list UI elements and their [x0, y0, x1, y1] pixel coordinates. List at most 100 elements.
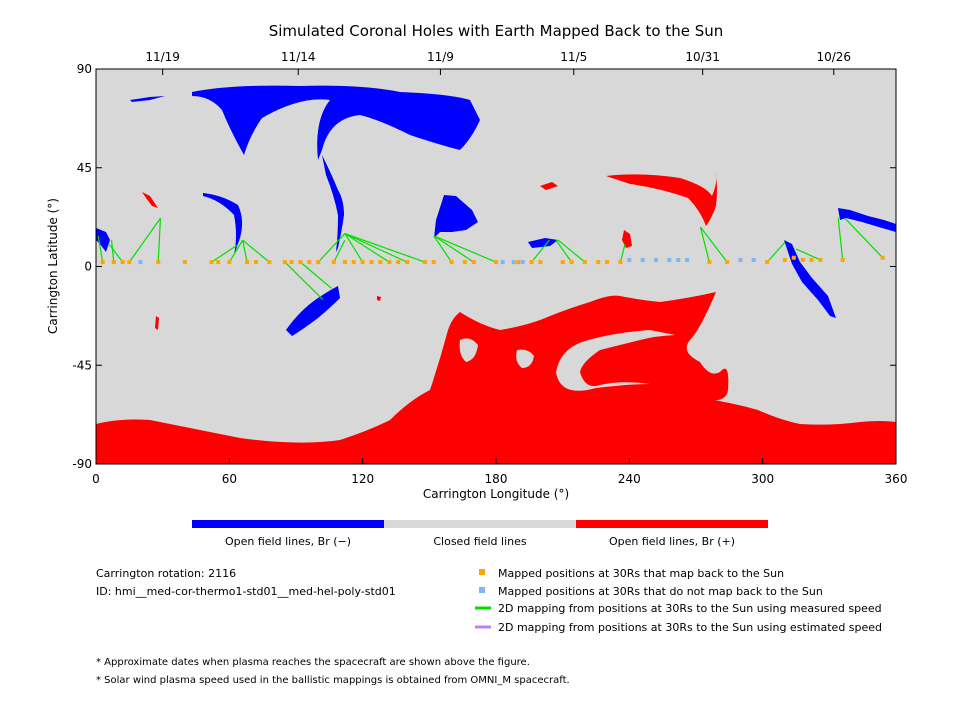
chart-title: Simulated Coronal Holes with Earth Mappe…: [269, 22, 724, 40]
mapping-lines: [97, 217, 884, 300]
mapped-position-point: [111, 260, 116, 265]
mapping-line-measured: [344, 233, 390, 263]
x-tick-label: 0: [92, 472, 100, 486]
mapping-line-measured: [157, 218, 162, 263]
mapped-position-point: [216, 260, 221, 265]
mapped-position-point: [605, 260, 610, 265]
x-tick-label: 180: [485, 472, 508, 486]
date-tick-label: 11/14: [281, 50, 316, 64]
mapped-position-point: [880, 255, 885, 260]
negative-coronal-hole: [130, 96, 165, 102]
x-tick-label: 300: [751, 472, 774, 486]
mapped-position-point: [449, 260, 454, 265]
mapped-position-point: [516, 260, 521, 265]
y-axis: -90 -45 0 45 90: [72, 62, 896, 471]
mapped-position-point: [360, 260, 365, 265]
mapped-position-point: [529, 260, 534, 265]
mapping-line-measured: [344, 233, 408, 263]
mapping-line-measured: [699, 226, 710, 263]
mapped-position-point: [471, 260, 476, 265]
y-tick-label: 90: [77, 62, 92, 76]
unmapped-position-point: [676, 257, 681, 262]
mapped-position-point: [342, 260, 347, 265]
mapped-position-point: [369, 260, 374, 265]
x-tick-label: 240: [618, 472, 641, 486]
mapped-position-point: [156, 260, 161, 265]
mapped-position-point: [818, 257, 823, 262]
mapped-position-point: [245, 260, 250, 265]
mapped-position-point: [422, 260, 427, 265]
mapped-position-point: [254, 260, 258, 265]
mapped-position-point: [725, 260, 730, 265]
y-tick-label: -90: [72, 457, 92, 471]
mapping-line-measured: [211, 244, 239, 263]
mapping-line-measured: [433, 235, 497, 263]
mapped-position-point: [378, 260, 383, 265]
mapping-line-measured: [110, 240, 115, 263]
positive-coronal-hole: [96, 292, 896, 464]
mapping-line-measured: [97, 235, 104, 263]
unmapped-position-point: [520, 260, 525, 265]
negative-coronal-hole: [528, 238, 558, 248]
colorbar-positive: [576, 520, 768, 528]
positive-coronal-hole: [622, 230, 632, 248]
mapping-line-measured: [555, 239, 573, 263]
unmapped-position-point: [627, 257, 632, 262]
mapped-position-point: [307, 260, 312, 265]
mapping-line-measured: [108, 244, 124, 263]
mapped-position-point: [351, 260, 356, 265]
legend-marker-unmapped: [479, 587, 485, 593]
negative-coronal-hole: [784, 240, 836, 318]
mapping-line-measured: [242, 239, 270, 263]
unmapped-position-point: [640, 257, 645, 262]
mapping-line-measured: [699, 226, 728, 263]
colorbar-label-positive: Open field lines, Br (+): [609, 535, 735, 548]
mapped-position-point: [396, 260, 401, 265]
mapped-position-point: [331, 260, 336, 265]
mapped-position-point: [127, 260, 132, 265]
colorbar: Open field lines, Br (−) Closed field li…: [192, 520, 768, 548]
legend-label-unmapped: Mapped positions at 30Rs that do not map…: [498, 585, 823, 598]
mapping-line-measured: [284, 261, 324, 300]
date-tick-label: 10/31: [685, 50, 720, 64]
x-tick-label: 360: [885, 472, 908, 486]
legend: Mapped positions at 30Rs that map back t…: [475, 567, 882, 634]
mapping-line-measured: [433, 235, 453, 263]
negative-coronal-hole: [322, 155, 344, 252]
mapped-points: [100, 255, 885, 265]
mapped-position-point: [209, 260, 214, 265]
colorbar-negative: [192, 520, 384, 528]
closed-field-island: [459, 338, 478, 362]
mapping-line-measured: [433, 235, 475, 263]
positive-coronal-hole: [606, 172, 717, 226]
mapped-position-point: [431, 260, 436, 265]
mapped-position-point: [227, 260, 232, 265]
unmapped-position-point: [667, 257, 672, 262]
y-tick-label: 0: [84, 260, 92, 274]
mapping-line-measured: [333, 239, 346, 263]
date-tick-label: 11/19: [145, 50, 180, 64]
closed-field-island: [516, 349, 534, 368]
mapping-line-measured: [766, 241, 786, 263]
unmapped-position-point: [738, 257, 743, 262]
y-tick-label: 45: [77, 161, 92, 175]
mapping-line-measured: [844, 217, 884, 259]
mapped-position-point: [765, 260, 770, 265]
mapping-line-measured: [128, 217, 161, 263]
unmapped-position-point: [138, 260, 143, 265]
positive-coronal-hole: [142, 192, 158, 208]
mapped-position-point: [100, 260, 105, 265]
footnote-speed: * Solar wind plasma speed used in the ba…: [96, 675, 570, 686]
mapped-position-point: [462, 260, 467, 265]
legend-label-measured: 2D mapping from positions at 30Rs to the…: [498, 602, 882, 615]
mapped-position-point: [560, 260, 565, 265]
unmapped-position-point: [500, 260, 505, 265]
negative-coronal-hole: [192, 85, 480, 160]
mapping-line-measured: [317, 233, 346, 263]
mapped-position-point: [569, 260, 574, 265]
legend-marker-mapped: [479, 569, 485, 575]
mapped-position-point: [267, 260, 272, 265]
mapped-position-point: [405, 260, 410, 265]
negative-coronal-hole: [838, 208, 896, 232]
